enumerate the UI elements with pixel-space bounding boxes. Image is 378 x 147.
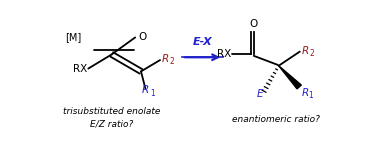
Text: R: R xyxy=(142,85,149,95)
Text: E/Z ratio?: E/Z ratio? xyxy=(90,119,133,128)
Text: R: R xyxy=(161,54,169,64)
Text: 1: 1 xyxy=(308,91,313,100)
Text: trisubstituted enolate: trisubstituted enolate xyxy=(63,107,160,116)
Text: [M]: [M] xyxy=(65,32,81,42)
Text: 1: 1 xyxy=(151,89,155,98)
Text: R: R xyxy=(302,46,309,56)
Text: enantiomeric ratio?: enantiomeric ratio? xyxy=(232,115,320,124)
Text: RX: RX xyxy=(217,49,231,59)
Text: R: R xyxy=(302,88,309,98)
Text: E-X: E-X xyxy=(193,37,212,47)
Text: O: O xyxy=(249,19,257,29)
Text: 2: 2 xyxy=(170,57,175,66)
Text: O: O xyxy=(138,32,146,42)
Text: E: E xyxy=(256,89,263,99)
Text: RX: RX xyxy=(73,64,87,74)
Text: 2: 2 xyxy=(310,49,314,57)
Polygon shape xyxy=(279,66,301,89)
